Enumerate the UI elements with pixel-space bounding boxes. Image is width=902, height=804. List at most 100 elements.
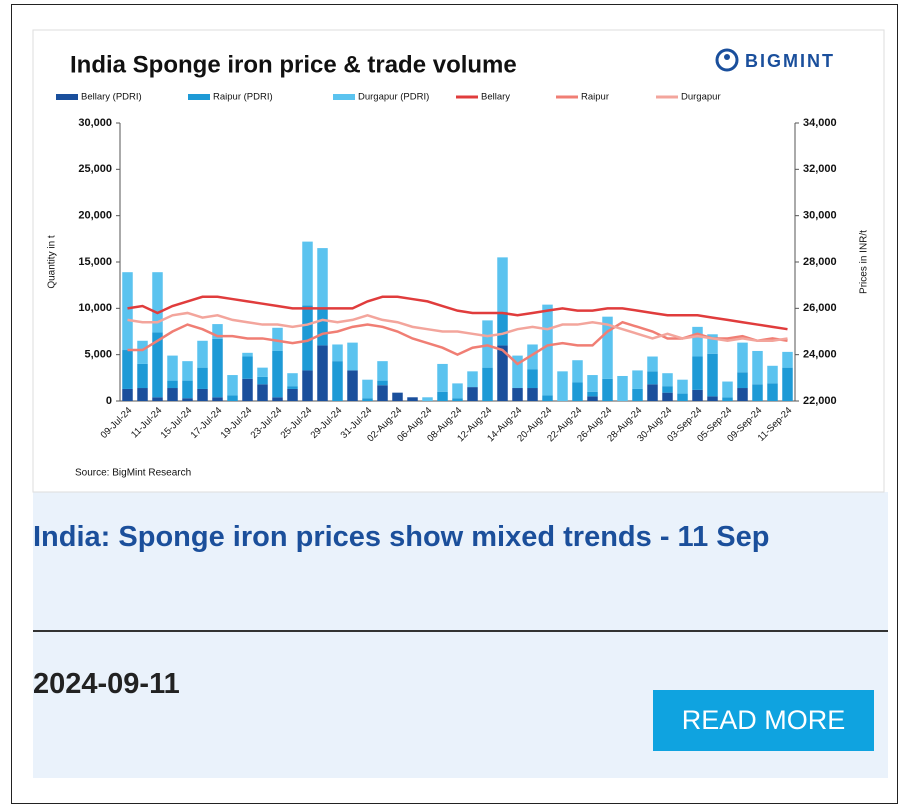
logo-icon (715, 48, 739, 72)
bar-segment (452, 383, 463, 399)
bar-segment (767, 383, 778, 401)
bar-segment (542, 395, 553, 401)
bar-segment (347, 342, 358, 371)
bar-segment (782, 367, 793, 401)
bar-segment (347, 370, 358, 401)
bar-segment (287, 386, 298, 389)
bar-segment (242, 378, 253, 401)
bar-segment (587, 391, 598, 397)
bar-segment (662, 386, 673, 393)
bar-segment (527, 388, 538, 401)
legend-swatch (333, 94, 355, 100)
y2-tick-label: 24,000 (803, 349, 837, 361)
bar-segment (482, 367, 493, 401)
bar-segment (272, 397, 283, 401)
source: Source: BigMint Research (75, 468, 191, 479)
bar-segment (527, 369, 538, 389)
bar-segment (332, 361, 343, 401)
legend-swatch (56, 94, 78, 100)
y2-tick-label: 34,000 (803, 117, 837, 129)
bar-segment (257, 376, 268, 385)
bar-segment (497, 257, 508, 313)
bar-segment (287, 373, 298, 387)
bar-segment (407, 397, 418, 401)
price-line (127, 295, 788, 331)
bar-segment (362, 379, 373, 399)
y2-tick-label: 26,000 (803, 302, 837, 314)
bar-segment (317, 248, 328, 309)
y-tick-label: 15,000 (78, 256, 112, 268)
price-line (127, 311, 788, 343)
date: 2024-09-11 (33, 668, 180, 700)
bar-segment (632, 388, 643, 401)
bar-segment (212, 338, 223, 398)
y2-axis-title: Prices in INR/t (859, 230, 870, 294)
y2-tick-label: 32,000 (803, 163, 837, 175)
bar-segment (197, 367, 208, 389)
bar-segment (707, 353, 718, 397)
bar-segment (437, 391, 448, 401)
legend-label: Raipur (PDRI) (213, 92, 273, 103)
y-tick-label: 30,000 (78, 117, 112, 129)
headline: India: Sponge iron prices show mixed tre… (33, 521, 770, 553)
bar-segment (662, 373, 673, 387)
y-tick-label: 0 (106, 395, 112, 407)
bar-segment (122, 388, 133, 401)
bar-segment (437, 363, 448, 392)
bar-segment (197, 340, 208, 368)
bar-segment (197, 388, 208, 401)
bar-segment (137, 363, 148, 389)
bar-segment (497, 345, 508, 401)
bar-segment (167, 388, 178, 401)
bar-segment (692, 356, 703, 390)
bar-segment (392, 392, 403, 401)
chart-title: India Sponge iron price & trade volume (70, 51, 517, 78)
legend-label: Durgapur (681, 92, 721, 103)
bar-segment (737, 342, 748, 373)
bar-segment (587, 375, 598, 392)
bar-segment (242, 352, 253, 357)
legend-label: Durgapur (PDRI) (358, 92, 429, 103)
bar-segment (377, 380, 388, 386)
chart-background (32, 29, 885, 493)
y-tick-label: 25,000 (78, 163, 112, 175)
divider (33, 630, 888, 632)
bar-segment (467, 371, 478, 388)
bar-segment (212, 397, 223, 401)
price-line (127, 320, 788, 366)
read-more-button[interactable]: READ MORE (653, 690, 874, 751)
y-tick-label: 20,000 (78, 210, 112, 222)
bar-segment (182, 398, 193, 401)
bar-segment (452, 398, 463, 401)
bar-segment (512, 388, 523, 401)
legend-swatch (188, 94, 210, 100)
legend-label: Bellary (481, 92, 510, 103)
bar-segment (122, 272, 133, 351)
bar-segment (302, 370, 313, 401)
bar-segment (527, 344, 538, 370)
bar-segment (737, 388, 748, 401)
bar-segment (152, 272, 163, 333)
bar-segment (212, 324, 223, 339)
bar-segment (647, 356, 658, 372)
bar-segment (227, 375, 238, 396)
bar-segment (272, 350, 283, 398)
bar-segment (707, 334, 718, 354)
bar-segment (782, 351, 793, 368)
bar-segment (137, 388, 148, 401)
bar-segment (587, 396, 598, 401)
bar-segment (602, 316, 613, 379)
bar-segment (692, 389, 703, 401)
y2-tick-label: 30,000 (803, 210, 837, 222)
bar-segment (377, 385, 388, 401)
bar-segment (572, 382, 583, 401)
y-axis-title: Quantity in t (47, 235, 58, 289)
bar-segment (602, 378, 613, 401)
bar-segment (557, 371, 568, 401)
y2-tick-label: 28,000 (803, 256, 837, 268)
bar-segment (752, 350, 763, 385)
legend-label: Bellary (PDRI) (81, 92, 142, 103)
bar-segment (662, 392, 673, 401)
bar-segment (152, 397, 163, 401)
